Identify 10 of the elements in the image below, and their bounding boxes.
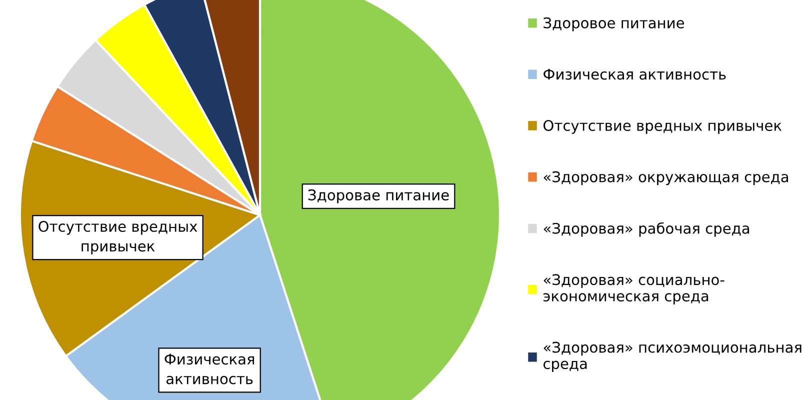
legend-label: Здоровое питание: [544, 17, 684, 32]
legend-label: Физическая активность: [544, 68, 726, 80]
legend-label: «Здоровая» психоэмоциональная среда: [544, 342, 802, 372]
slice-label: Физическая активность: [164, 354, 254, 384]
legend-label: «Здоровая» окружающая среда: [544, 171, 788, 186]
legend-label: «Здоровая» социально- экономическая среда: [544, 274, 724, 304]
legend-label: Отсутствие вредных привычек: [544, 120, 782, 134]
text: Здоровае питание: [308, 189, 449, 204]
slice-label: Отсутствие вредных привычек: [38, 220, 198, 254]
legend-label: «Здоровая» рабочая среда: [544, 222, 750, 237]
